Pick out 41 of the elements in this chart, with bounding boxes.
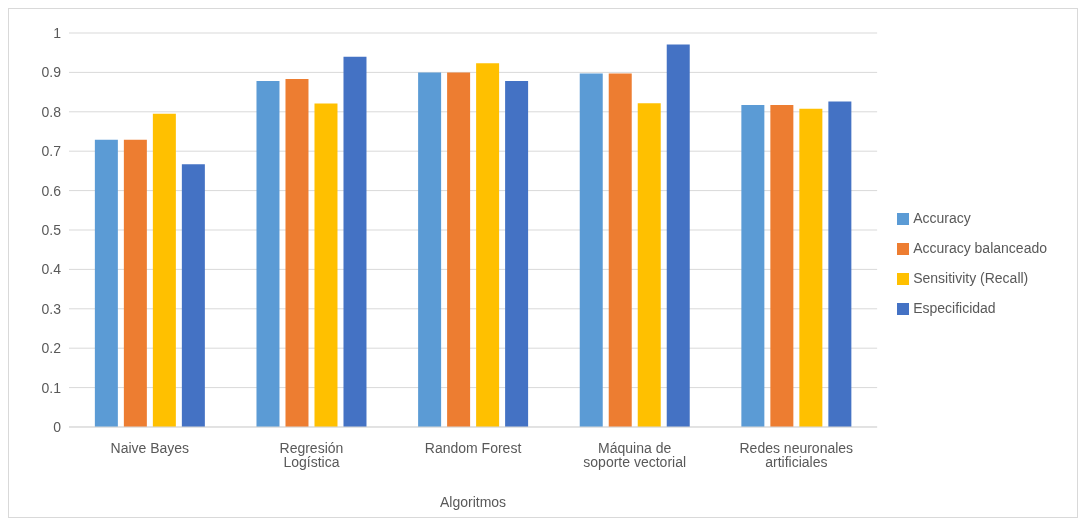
bar [579, 73, 603, 427]
bar [418, 72, 442, 427]
y-tick-label: 0.3 [41, 300, 62, 317]
legend-label: Sensitivity (Recall) [913, 270, 1029, 286]
y-tick-label: 0.5 [41, 221, 62, 238]
bar [447, 72, 471, 427]
bar [799, 108, 823, 427]
x-tick-label: Random Forest [424, 439, 522, 456]
legend-label: Especificidad [913, 300, 996, 316]
bar [343, 56, 367, 427]
y-tick-label: 0.6 [41, 182, 62, 199]
y-tick-label: 0.8 [41, 103, 62, 120]
x-axis-title: Algoritmos [439, 494, 507, 510]
bar [505, 81, 529, 427]
bar [181, 164, 205, 427]
y-tick-label: 0.2 [41, 340, 62, 357]
bar [314, 103, 338, 427]
x-tick-label: Regresión Logística [279, 439, 344, 470]
bar [637, 103, 661, 427]
y-tick-label: 0 [53, 418, 62, 435]
bar [94, 139, 118, 427]
x-tick-label: Naive Bayes [110, 439, 190, 456]
bar [666, 44, 690, 427]
y-tick-label: 0.7 [41, 143, 62, 160]
x-tick-label: Redes neuronales artificiales [739, 439, 854, 470]
bar [476, 63, 500, 427]
legend-label: Accuracy balanceado [913, 240, 1047, 256]
y-tick-label: 0.9 [41, 64, 62, 81]
bar [256, 81, 280, 427]
bar [152, 113, 176, 427]
bar [608, 73, 632, 427]
bar [741, 105, 765, 427]
y-tick-label: 0.4 [41, 261, 62, 278]
bar [285, 79, 309, 427]
bar [770, 105, 794, 427]
bar [828, 101, 852, 427]
bar [123, 139, 147, 427]
y-tick-label: 1 [53, 24, 62, 41]
legend-label: Accuracy [913, 210, 971, 226]
x-tick-label: Máquina de soporte vectorial [583, 439, 687, 470]
y-tick-label: 0.1 [41, 379, 62, 396]
